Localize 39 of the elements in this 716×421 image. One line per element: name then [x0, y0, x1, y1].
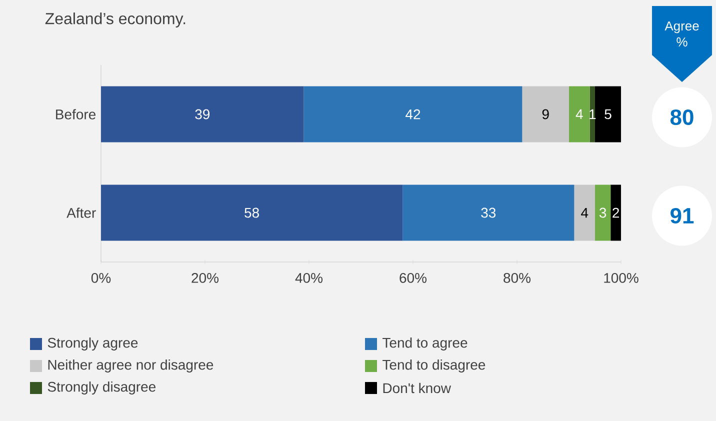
text: 80 — [670, 109, 694, 126]
x-tick-label: 40% — [295, 272, 323, 283]
data-label: 39 — [195, 109, 210, 120]
bar — [522, 86, 570, 142]
bar — [569, 86, 590, 142]
legend-label: Tend to agree — [382, 337, 468, 351]
bar — [101, 86, 304, 142]
x-tick-label: 0% — [91, 272, 111, 283]
legend-label: Don't know — [383, 382, 452, 394]
bar — [574, 184, 596, 241]
x-tick-label: 20% — [192, 272, 219, 283]
y-tick-label: Before — [56, 109, 96, 120]
data-label: 33 — [481, 208, 496, 218]
bar — [610, 184, 622, 241]
x-tick-label: 100% — [604, 272, 638, 283]
legend-label: Strongly disagree — [48, 381, 156, 395]
legend-label: Neither agree nor disagree — [48, 359, 214, 373]
bar — [595, 184, 611, 241]
bar — [595, 86, 622, 142]
data-label: 1 — [590, 109, 596, 120]
text: Agree % — [664, 21, 699, 47]
x-tick-label: 80% — [504, 272, 531, 283]
data-label: 9 — [542, 109, 549, 120]
bar — [304, 86, 522, 142]
bar — [402, 184, 574, 241]
y-tick-label: After — [66, 208, 96, 218]
data-label: 2 — [612, 208, 619, 218]
data-label: 4 — [581, 208, 588, 218]
data-label: 5 — [604, 109, 612, 120]
bar — [101, 184, 403, 241]
x-tick-label: 60% — [400, 272, 427, 283]
data-label: 4 — [576, 109, 583, 120]
data-label: 58 — [244, 208, 259, 218]
chart-title: Zealand’s economy. — [45, 12, 186, 28]
data-label: 42 — [406, 109, 420, 120]
legend-label: Tend to disagree — [382, 359, 486, 373]
legend-label: Strongly agree — [48, 337, 138, 351]
data-label: 3 — [599, 208, 606, 218]
text: 91 — [670, 208, 694, 224]
